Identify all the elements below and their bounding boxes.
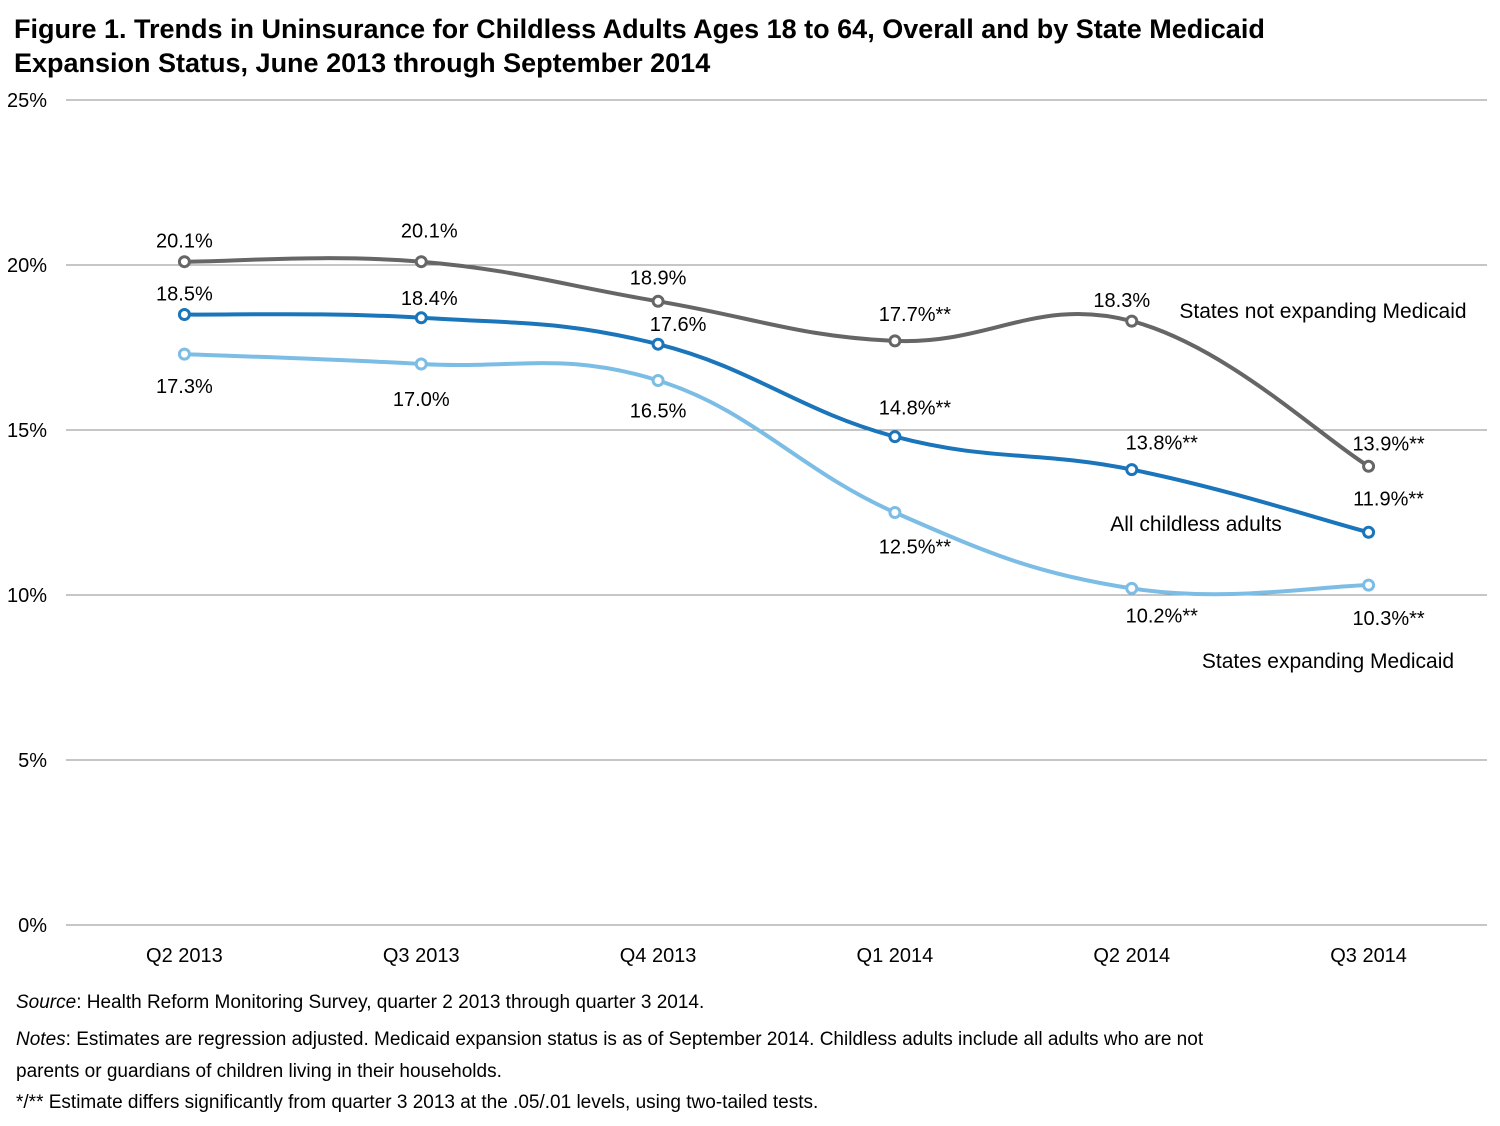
y-tick-label: 15%: [7, 420, 47, 442]
data-label: 17.6%: [650, 314, 707, 336]
data-label: 14.8%**: [879, 398, 951, 420]
x-tick-label: Q2 2014: [1093, 945, 1170, 967]
notes-text: : Estimates are regression adjusted. Med…: [65, 1029, 1204, 1050]
data-label: 16.5%: [630, 401, 687, 423]
source-note: Source: Health Reform Monitoring Survey,…: [16, 989, 704, 1017]
y-tick-label: 0%: [18, 915, 47, 937]
x-tick-label: Q2 2013: [146, 945, 223, 967]
data-point: [888, 334, 902, 348]
data-label: 12.5%**: [879, 537, 951, 559]
series-line: [184, 352, 1369, 597]
chart-title: Figure 1. Trends in Uninsurance for Chil…: [14, 12, 1484, 80]
data-label: 13.8%**: [1126, 433, 1198, 455]
series-label: States expanding Medicaid: [1202, 650, 1454, 673]
y-tick-label: 20%: [7, 255, 47, 277]
data-label: 18.5%: [156, 284, 213, 306]
significance-note: */** Estimate differs significantly from…: [16, 1092, 819, 1113]
notes-line1: Notes: Estimates are regression adjusted…: [16, 1026, 1203, 1054]
notes-label: Notes: [16, 1029, 66, 1050]
data-label: 18.3%: [1093, 290, 1150, 312]
data-point: [414, 357, 428, 371]
data-label: 17.7%**: [879, 304, 951, 326]
data-label: 20.1%: [156, 231, 213, 253]
x-tick-label: Q1 2014: [857, 945, 934, 967]
data-label: 17.0%: [393, 389, 450, 411]
series-label: States not expanding Medicaid: [1179, 300, 1466, 323]
data-label: 17.3%: [156, 376, 213, 398]
data-label: 18.4%: [401, 288, 458, 310]
series-line: [184, 256, 1370, 469]
y-tick-label: 5%: [18, 750, 47, 772]
data-point: [1362, 525, 1376, 539]
data-label: 13.9%**: [1352, 433, 1424, 455]
data-label: 18.9%: [630, 267, 687, 289]
y-tick-label: 25%: [7, 90, 47, 112]
x-tick-label: Q3 2014: [1330, 945, 1407, 967]
series-line: [184, 312, 1370, 535]
data-point: [651, 337, 665, 351]
x-tick-label: Q4 2013: [620, 945, 697, 967]
source-text: : Health Reform Monitoring Survey, quart…: [76, 992, 705, 1013]
chart-title-line2: Expansion Status, June 2013 through Sept…: [14, 48, 711, 78]
data-point: [177, 347, 191, 361]
data-label: 10.2%**: [1126, 605, 1198, 627]
data-point: [888, 430, 902, 444]
data-point: [1125, 463, 1139, 477]
data-point: [1125, 581, 1139, 595]
data-label: 10.3%**: [1352, 608, 1424, 630]
data-point: [1362, 459, 1376, 473]
data-point: [177, 308, 191, 321]
data-point: [1125, 314, 1139, 328]
source-label: Source: [16, 992, 77, 1013]
series-label: All childless adults: [1110, 513, 1282, 536]
data-point: [888, 506, 902, 519]
data-point: [651, 374, 665, 387]
chart-title-line1: Figure 1. Trends in Uninsurance for Chil…: [14, 14, 1265, 44]
notes-line2: parents or guardians of children living …: [16, 1061, 502, 1082]
y-tick-label: 10%: [7, 585, 47, 607]
data-point: [177, 255, 191, 269]
data-point: [414, 311, 428, 325]
data-point: [414, 255, 428, 269]
data-point: [651, 294, 665, 308]
data-label: 20.1%: [401, 221, 458, 243]
data-point: [1362, 578, 1376, 592]
data-label: 11.9%**: [1353, 488, 1424, 510]
x-tick-label: Q3 2013: [383, 945, 460, 967]
